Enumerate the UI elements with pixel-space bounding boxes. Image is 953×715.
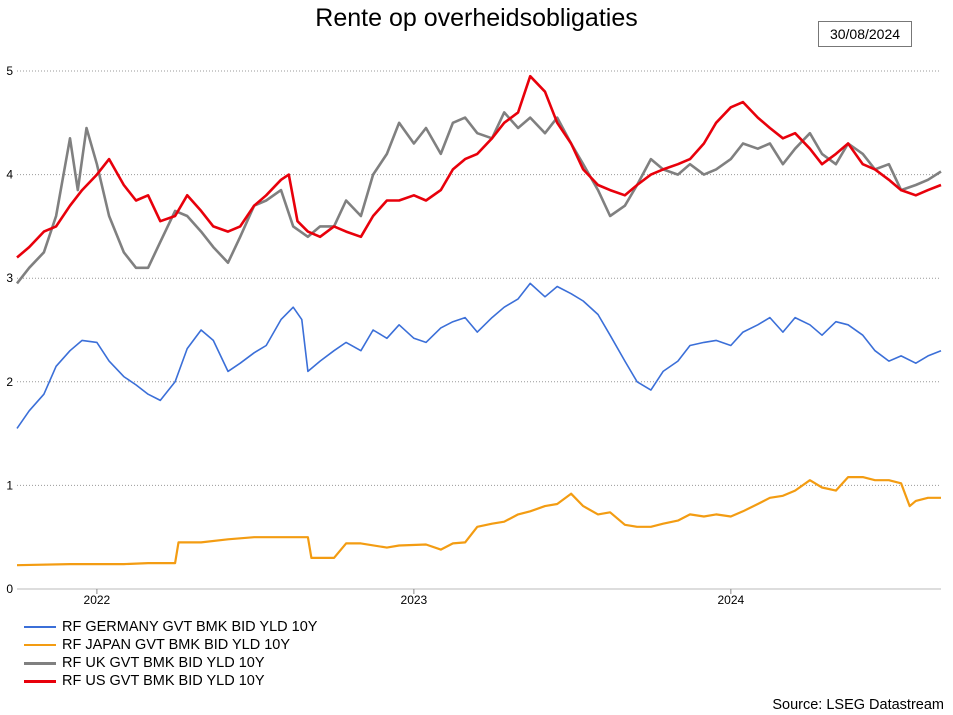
series-lines	[15, 74, 942, 567]
legend-label-japan: RF JAPAN GVT BMK BID YLD 10Y	[62, 637, 291, 653]
series-line-uk	[15, 111, 942, 285]
series-line-us	[16, 74, 942, 259]
date-badge: 30/08/2024	[818, 21, 912, 47]
legend-item-us: RF US GVT BMK BID YLD 10Y	[24, 672, 317, 690]
y-tick-label: 0	[6, 582, 13, 596]
legend: RF GERMANY GVT BMK BID YLD 10Y RF JAPAN …	[24, 618, 317, 690]
legend-label-germany: RF GERMANY GVT BMK BID YLD 10Y	[62, 619, 318, 635]
legend-item-germany: RF GERMANY GVT BMK BID YLD 10Y	[24, 618, 317, 636]
series-line-japan	[16, 476, 941, 567]
legend-item-uk: RF UK GVT BMK BID YLD 10Y	[24, 654, 317, 672]
legend-swatch-germany	[24, 626, 56, 628]
y-tick-label: 3	[6, 271, 13, 285]
legend-swatch-uk	[24, 661, 56, 665]
y-tick-label: 2	[6, 375, 13, 389]
legend-swatch-japan	[24, 644, 56, 646]
y-tick-label: 5	[6, 64, 13, 78]
x-tick-label: 2024	[717, 593, 744, 607]
legend-label-uk: RF UK GVT BMK BID YLD 10Y	[62, 655, 265, 671]
y-tick-label: 1	[6, 478, 13, 492]
x-tick-label: 2023	[401, 593, 428, 607]
chart-title: Rente op overheidsobligaties	[315, 4, 638, 32]
y-tick-label: 4	[6, 168, 13, 182]
gridlines	[17, 70, 941, 590]
x-tick-label: 2022	[84, 593, 111, 607]
source-note: Source: LSEG Datastream	[772, 697, 944, 713]
legend-item-japan: RF JAPAN GVT BMK BID YLD 10Y	[24, 636, 317, 654]
series-line-germany	[16, 282, 942, 429]
x-axis: 2022 2023 2024	[84, 589, 745, 607]
legend-swatch-us	[24, 679, 56, 683]
y-axis: 0 1 2 3 4 5	[6, 64, 13, 596]
legend-label-us: RF US GVT BMK BID YLD 10Y	[62, 673, 265, 689]
